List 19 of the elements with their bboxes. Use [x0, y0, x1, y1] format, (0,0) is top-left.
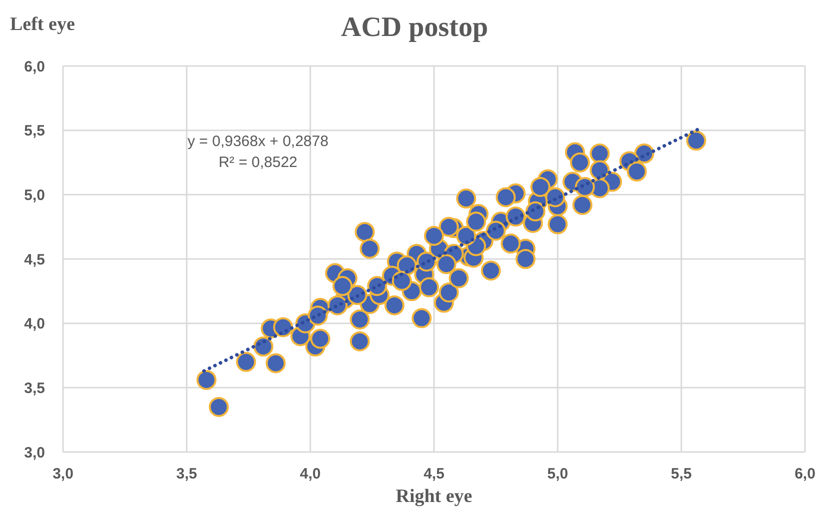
x-tick-label: 4,0 — [300, 466, 321, 483]
y-axis-title: Left eye — [10, 14, 75, 36]
y-tick-label: 5,5 — [24, 122, 45, 140]
y-tick-label: 3,0 — [24, 444, 45, 462]
y-tick-label: 5,0 — [24, 186, 45, 204]
x-tick-label: 3,5 — [176, 466, 198, 483]
y-tick-label: 3,5 — [24, 380, 45, 397]
x-tick-label: 4,5 — [424, 466, 444, 483]
x-tick-label: 3,0 — [52, 466, 74, 483]
chart-title: ACD postop — [340, 12, 488, 43]
x-tick-label: 5,0 — [547, 466, 568, 483]
x-axis-title: Right eye — [396, 486, 472, 507]
annotation: y = 0,9368x + 0,2878 — [186, 133, 330, 150]
y-tick-label: 4,5 — [24, 251, 45, 268]
x-tick-label: 6,0 — [794, 466, 816, 483]
x-tick-label: 5,5 — [670, 466, 692, 483]
annotation: R² = 0,8522 — [218, 154, 298, 171]
y-tick-label: 4,0 — [24, 316, 45, 333]
y-tick-label: 6,0 — [24, 58, 45, 76]
